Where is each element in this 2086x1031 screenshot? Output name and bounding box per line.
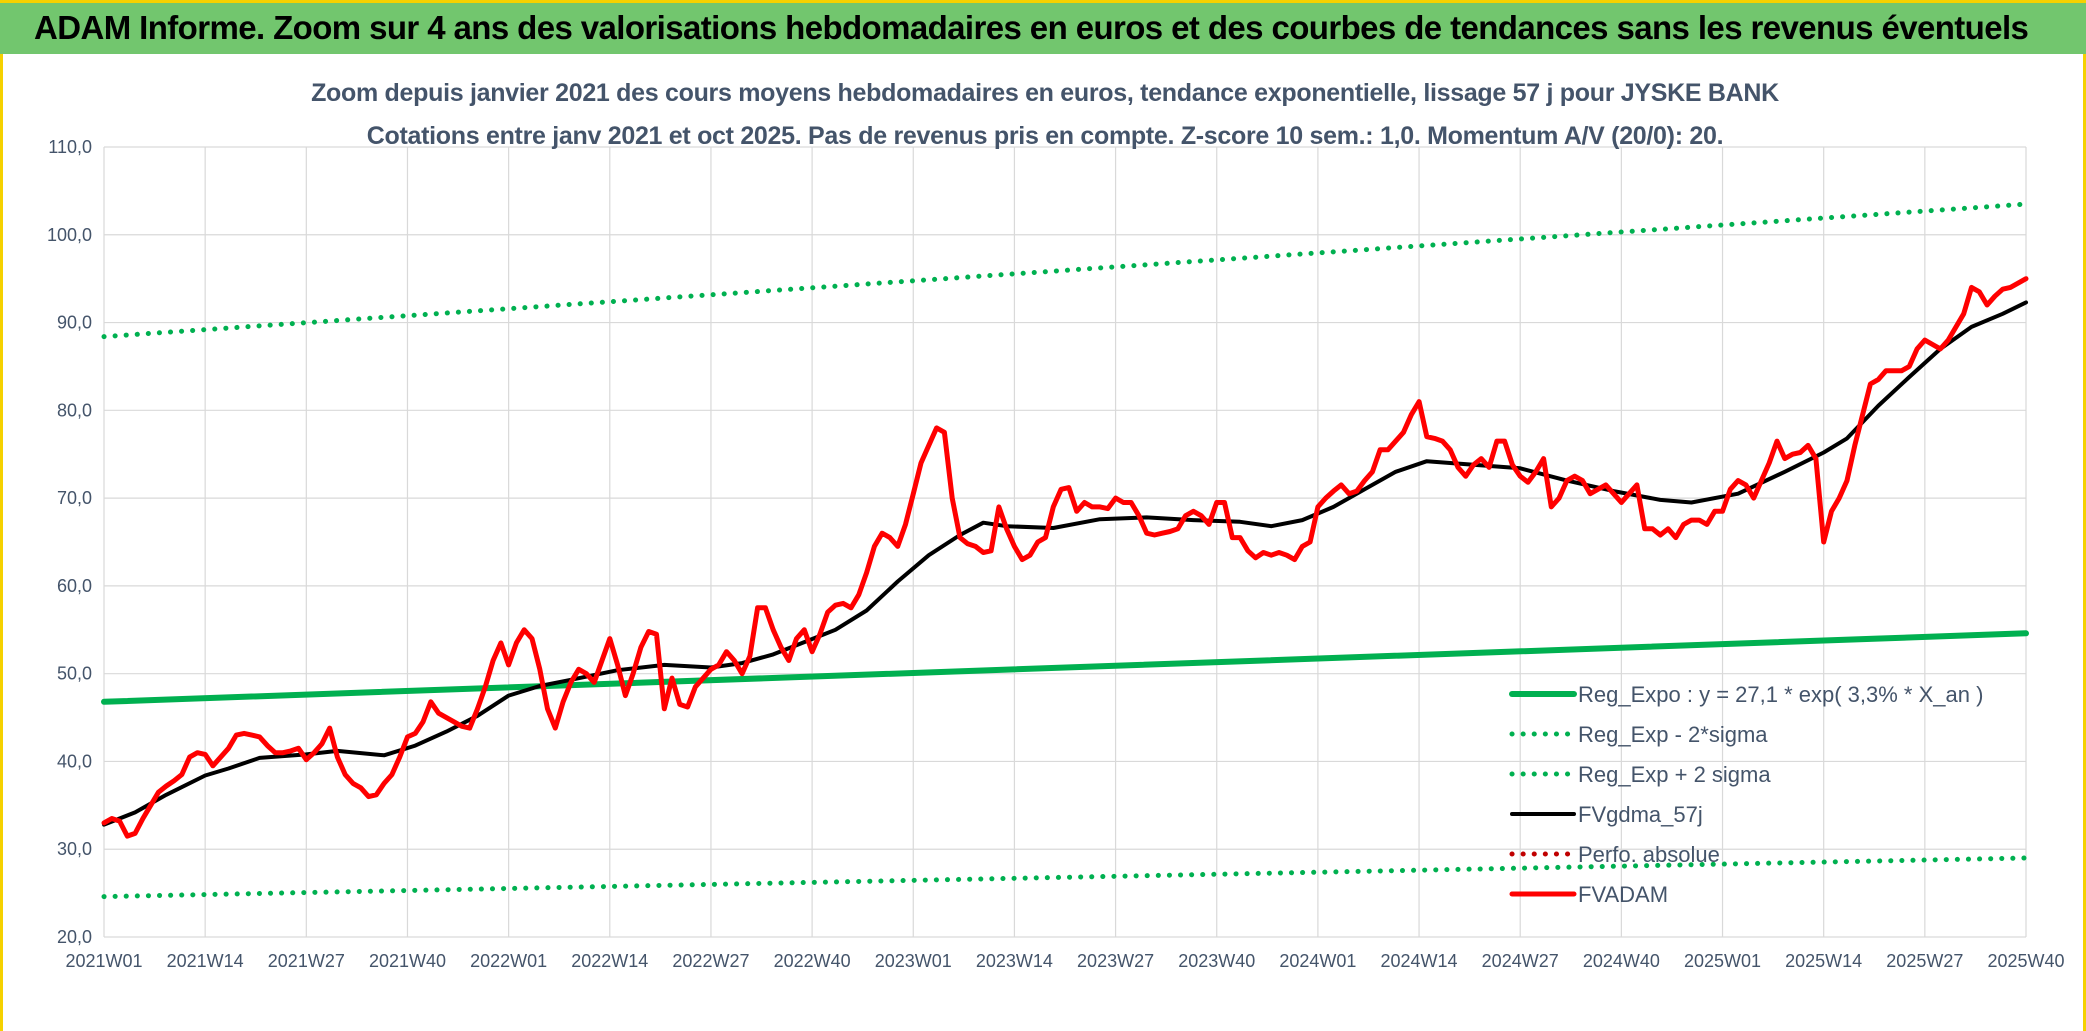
x-tick-label: 2023W14: [976, 951, 1053, 971]
x-tick-label: 2023W27: [1077, 951, 1154, 971]
y-tick-label: 50,0: [57, 664, 92, 684]
y-tick-label: 60,0: [57, 576, 92, 596]
y-tick-label: 100,0: [47, 225, 92, 245]
x-tick-label: 2025W01: [1684, 951, 1761, 971]
y-tick-label: 80,0: [57, 400, 92, 420]
chart-title-line-2: Cotations entre janv 2021 et oct 2025. P…: [367, 122, 1723, 150]
report-banner: ADAM Informe. Zoom sur 4 ans des valoris…: [0, 0, 2086, 54]
x-tick-label: 2025W40: [1987, 951, 2064, 971]
x-tick-label: 2024W01: [1279, 951, 1356, 971]
x-tick-label: 2021W14: [167, 951, 244, 971]
legend-label: FVgdma_57j: [1578, 802, 1703, 827]
x-tick-label: 2021W27: [268, 951, 345, 971]
y-tick-label: 30,0: [57, 839, 92, 859]
x-tick-label: 2021W40: [369, 951, 446, 971]
legend-label: Reg_Exp + 2 sigma: [1578, 762, 1771, 787]
y-tick-label: 40,0: [57, 751, 92, 771]
chart-titles: Zoom depuis janvier 2021 des cours moyen…: [311, 79, 1779, 150]
series-line-0: [101, 630, 2029, 705]
x-tick-label: 2024W40: [1583, 951, 1660, 971]
chart: 20,0 30,0 40,0 50,0 60,0 70,0 80,0 90,0 100,0 110…: [47, 79, 2065, 971]
series-line-5: [101, 276, 2029, 839]
y-tick-label: 110,0: [48, 137, 92, 157]
x-axis: 2021W01 2021W14 2021W27 2021W40 2022W01 2022W…: [65, 951, 2064, 971]
x-tick-label: 2022W01: [470, 951, 547, 971]
x-tick-label: 2024W27: [1482, 951, 1559, 971]
x-tick-label: 2021W01: [65, 951, 142, 971]
series-line-1: [101, 855, 2029, 900]
chart-title-line-1: Zoom depuis janvier 2021 des cours moyen…: [311, 79, 1779, 107]
y-tick-label: 20,0: [57, 927, 92, 947]
legend-label: Reg_Exp - 2*sigma: [1578, 722, 1768, 747]
x-tick-label: 2023W40: [1178, 951, 1255, 971]
legend-label: Perfo. absolue: [1578, 842, 1720, 867]
legend-label: Reg_Expo : y = 27,1 * exp( 3,3% * X_an ): [1578, 682, 1983, 707]
chart-grid: [103, 146, 2027, 938]
x-tick-label: 2022W27: [672, 951, 749, 971]
legend-label: FVADAM: [1578, 882, 1668, 907]
x-tick-label: 2023W01: [875, 951, 952, 971]
y-tick-label: 90,0: [57, 313, 92, 333]
series-layer: [101, 201, 2029, 900]
x-tick-label: 2024W14: [1381, 951, 1458, 971]
report-title: ADAM Informe. Zoom sur 4 ans des valoris…: [34, 9, 2029, 46]
x-tick-label: 2022W14: [571, 951, 648, 971]
x-tick-label: 2022W40: [774, 951, 851, 971]
x-tick-label: 2025W14: [1785, 951, 1862, 971]
y-axis: 20,0 30,0 40,0 50,0 60,0 70,0 80,0 90,0 100,0 110…: [47, 137, 92, 947]
legend: Reg_Expo : y = 27,1 * exp( 3,3% * X_an )…: [1509, 682, 1983, 907]
x-tick-label: 2025W27: [1886, 951, 1963, 971]
series-line-2: [101, 201, 2029, 340]
y-tick-label: 70,0: [57, 488, 92, 508]
